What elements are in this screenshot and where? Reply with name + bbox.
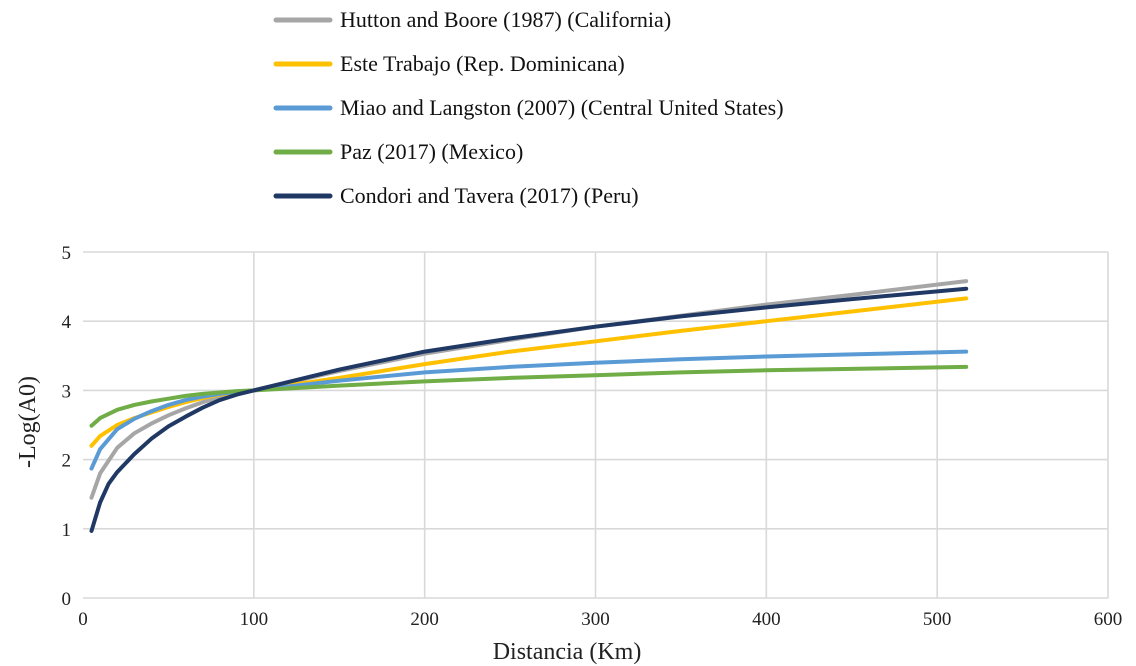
x-tick-label: 600 bbox=[1094, 609, 1123, 630]
legend-label-3: Miao and Langston (2007) (Central United… bbox=[340, 95, 784, 120]
x-tick-labels: 0 100 200 300 400 500 600 bbox=[78, 609, 1122, 630]
y-tick-label: 4 bbox=[62, 312, 72, 333]
y-tick-label: 2 bbox=[62, 451, 72, 472]
y-tick-labels: 0 1 2 3 4 5 bbox=[62, 243, 72, 610]
x-axis-label: Distancia (Km) bbox=[493, 639, 642, 665]
gridlines bbox=[83, 251, 1109, 599]
y-tick-label: 1 bbox=[62, 520, 72, 541]
legend-label-1: Hutton and Boore (1987) (California) bbox=[340, 7, 671, 32]
legend-label-5: Condori and Tavera (2017) (Peru) bbox=[340, 183, 639, 208]
series-line-5 bbox=[89, 286, 969, 533]
x-tick-label: 100 bbox=[240, 609, 269, 630]
x-tick-label: 0 bbox=[78, 609, 88, 630]
x-tick-label: 500 bbox=[923, 609, 952, 630]
x-tick-label: 300 bbox=[581, 609, 610, 630]
legend: Hutton and Boore (1987) (California) Este… bbox=[273, 7, 784, 208]
x-tick-label: 200 bbox=[410, 609, 439, 630]
y-axis-label: -Log(A0) bbox=[15, 376, 41, 468]
legend-label-4: Paz (2017) (Mexico) bbox=[340, 139, 523, 164]
series-line-4 bbox=[89, 364, 969, 428]
legend-label-2: Este Trabajo (Rep. Dominicana) bbox=[340, 51, 625, 76]
series-lines bbox=[89, 279, 969, 533]
x-tick-label: 400 bbox=[752, 609, 781, 630]
y-tick-label: 0 bbox=[62, 589, 72, 610]
y-tick-label: 5 bbox=[62, 243, 72, 264]
y-tick-label: 3 bbox=[62, 381, 72, 402]
